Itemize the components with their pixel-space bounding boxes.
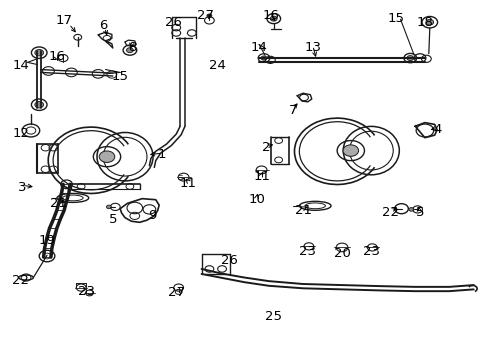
Circle shape <box>35 49 43 56</box>
Text: 7: 7 <box>288 104 297 117</box>
Text: 8: 8 <box>128 41 136 54</box>
Circle shape <box>342 145 358 156</box>
Circle shape <box>425 19 433 25</box>
Text: 22: 22 <box>382 206 399 219</box>
Text: 19: 19 <box>39 234 55 247</box>
Text: 26: 26 <box>165 16 182 29</box>
Circle shape <box>35 102 43 108</box>
Text: 5: 5 <box>108 213 117 226</box>
Text: 1: 1 <box>157 148 165 161</box>
Text: 12: 12 <box>13 127 30 140</box>
Text: 15: 15 <box>111 69 128 82</box>
Text: 23: 23 <box>362 245 379 258</box>
Text: 5: 5 <box>415 206 424 219</box>
Text: 14: 14 <box>13 59 30 72</box>
Circle shape <box>106 205 111 209</box>
Text: 14: 14 <box>250 41 267 54</box>
Text: 9: 9 <box>147 210 156 222</box>
Text: 23: 23 <box>78 285 94 298</box>
Text: 10: 10 <box>248 193 264 206</box>
Text: 6: 6 <box>99 19 107 32</box>
Text: 15: 15 <box>386 12 404 25</box>
Circle shape <box>206 14 211 18</box>
Text: 22: 22 <box>12 274 29 287</box>
Text: 13: 13 <box>304 41 321 54</box>
Text: 2: 2 <box>262 141 270 154</box>
Text: 24: 24 <box>209 59 225 72</box>
Text: 11: 11 <box>180 177 197 190</box>
Text: 16: 16 <box>263 9 279 22</box>
Circle shape <box>126 48 133 53</box>
Text: 27: 27 <box>167 287 184 300</box>
Text: 11: 11 <box>253 170 269 183</box>
Circle shape <box>406 55 413 60</box>
Text: 21: 21 <box>294 204 311 217</box>
Text: 20: 20 <box>333 247 350 260</box>
Text: 3: 3 <box>19 181 27 194</box>
Text: 4: 4 <box>432 123 440 136</box>
Text: 21: 21 <box>50 197 66 210</box>
Circle shape <box>408 208 413 211</box>
Text: 18: 18 <box>416 16 432 29</box>
Circle shape <box>261 56 266 60</box>
Text: 27: 27 <box>197 9 214 22</box>
Text: 26: 26 <box>221 254 238 267</box>
Circle shape <box>270 16 277 21</box>
Text: 23: 23 <box>299 245 316 258</box>
Text: 17: 17 <box>56 14 72 27</box>
Text: 16: 16 <box>48 50 65 63</box>
Text: 25: 25 <box>264 310 282 323</box>
Circle shape <box>99 151 115 162</box>
